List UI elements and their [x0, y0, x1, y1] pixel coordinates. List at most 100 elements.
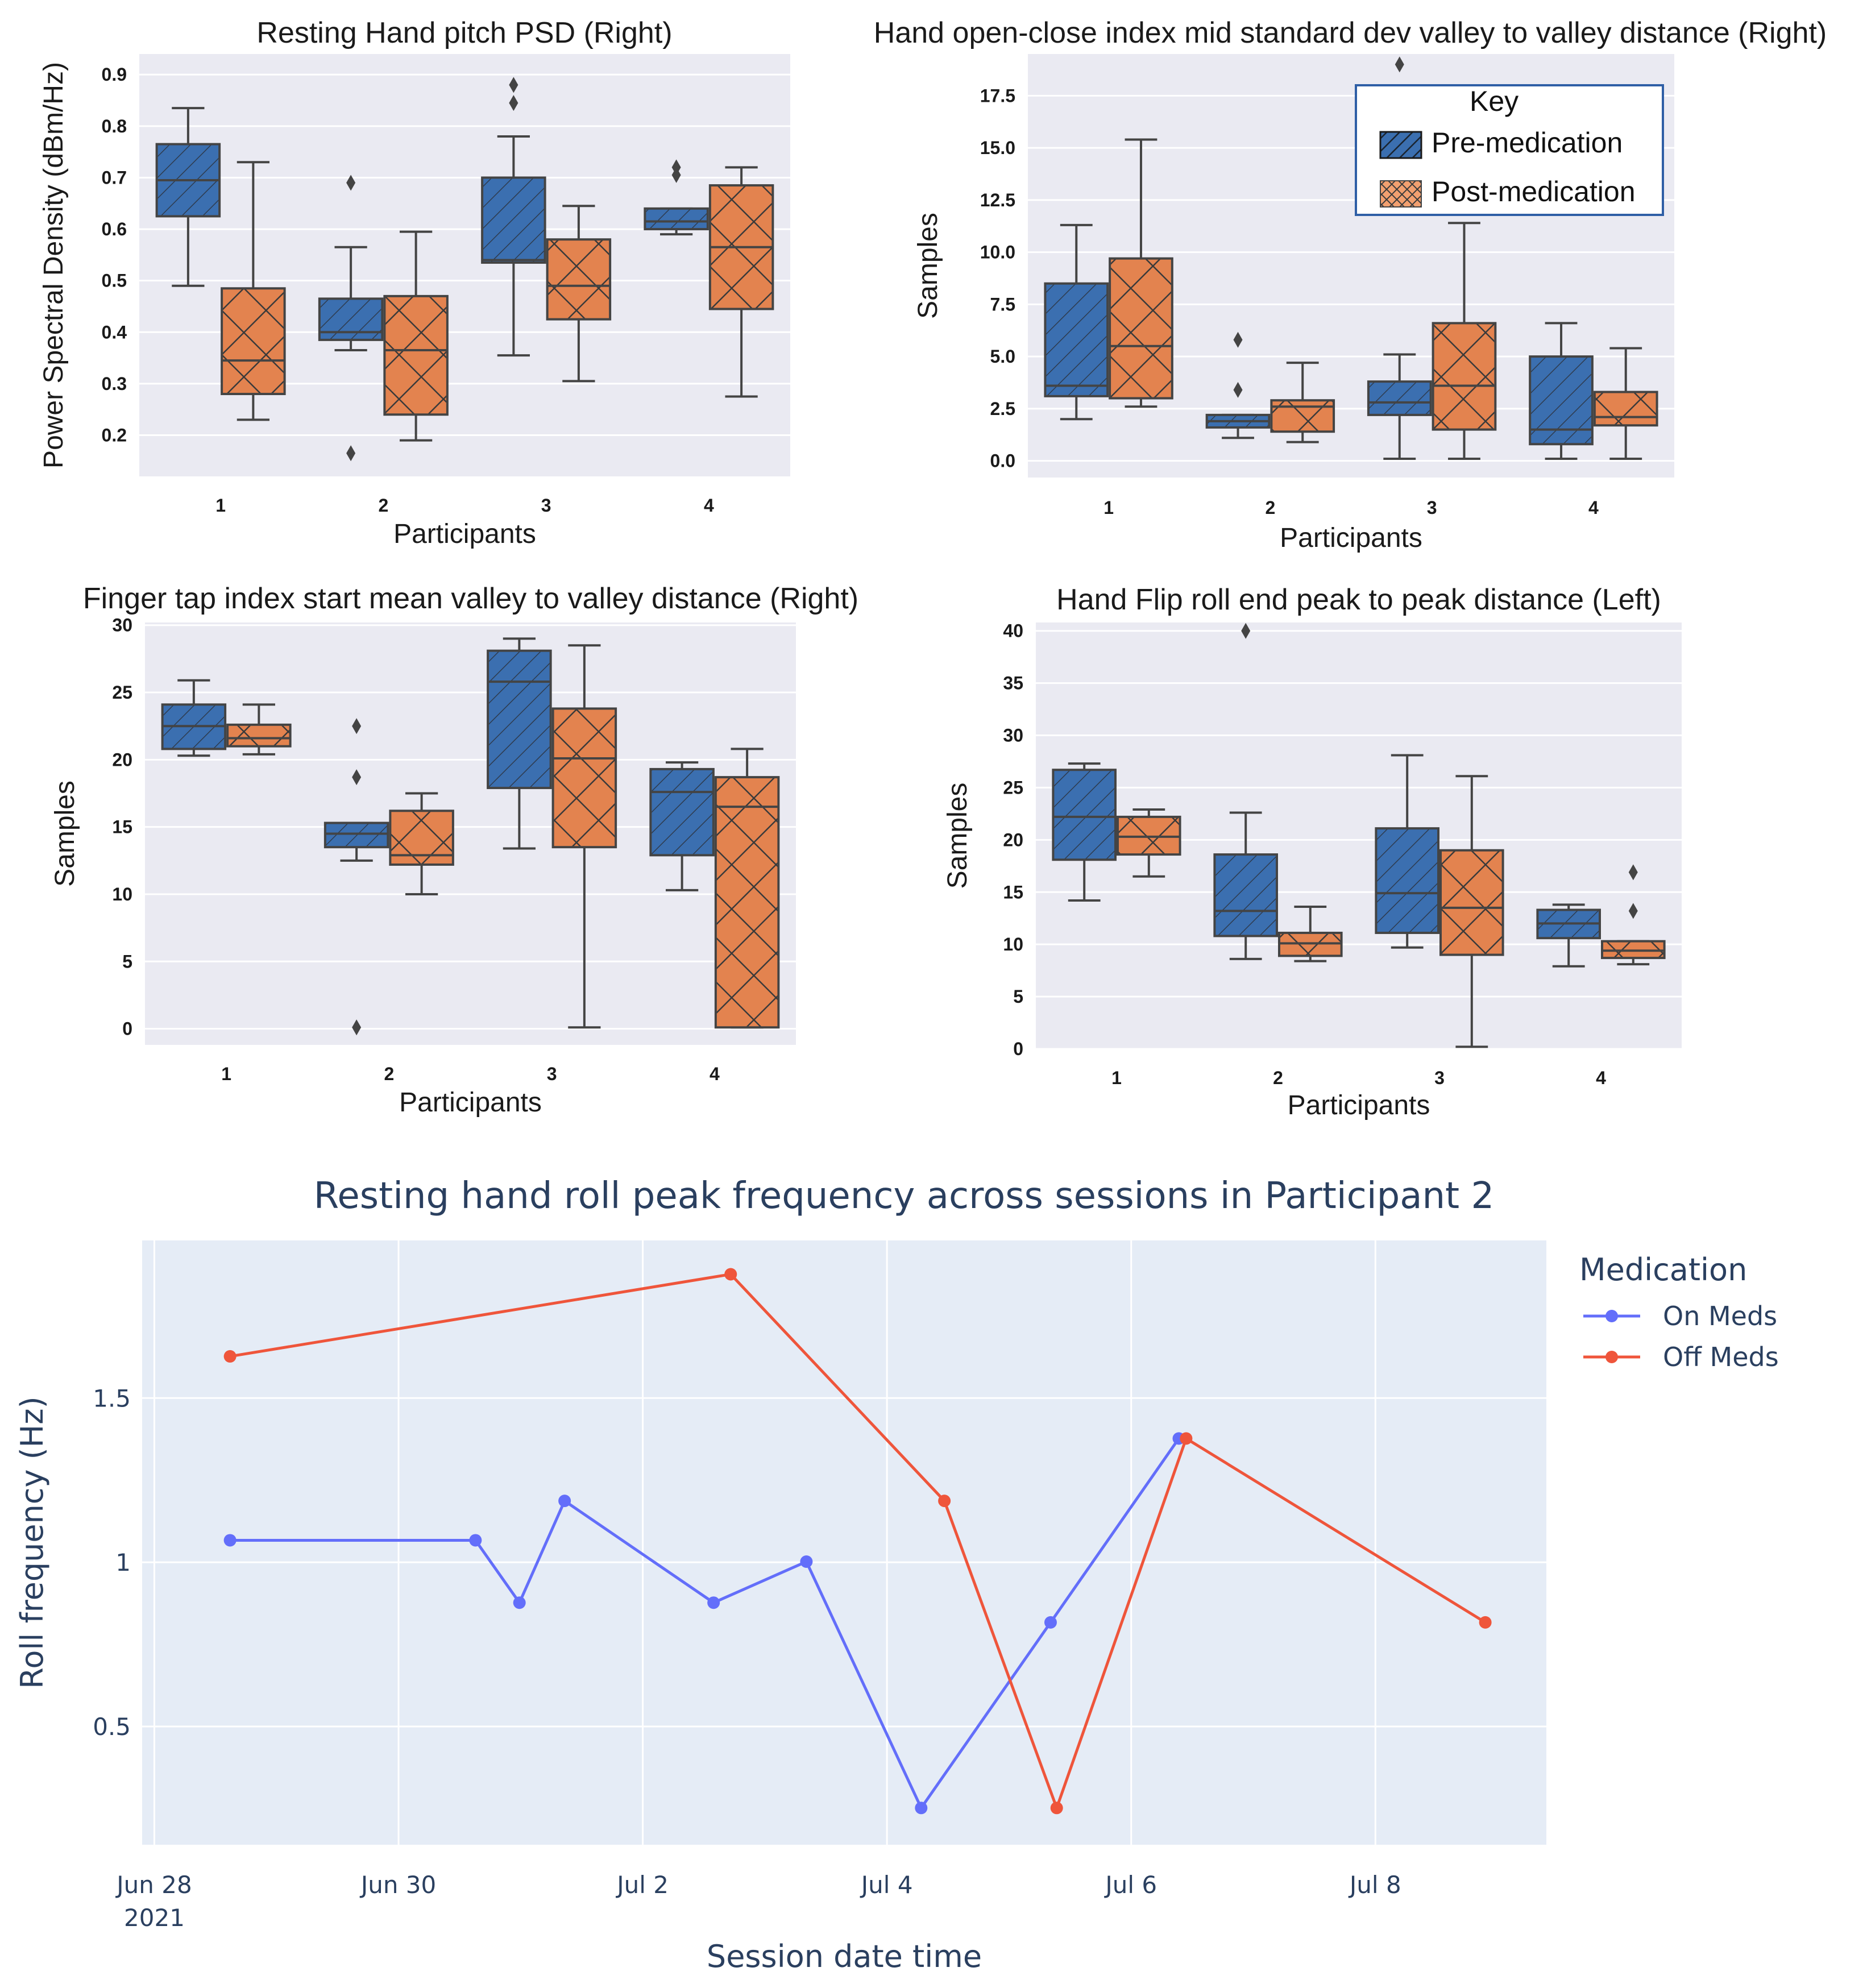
- box-post-participant-4: [714, 748, 780, 1029]
- data-point: [915, 1802, 928, 1815]
- x-tick-label: 1: [215, 495, 226, 516]
- y-tick-label: 2.5: [990, 399, 1015, 419]
- box-iqr: [323, 821, 389, 849]
- y-axis-label: Roll frequency (Hz): [14, 1396, 50, 1688]
- data-point: [1044, 1616, 1057, 1629]
- y-tick-label: 15: [1003, 882, 1023, 902]
- box-pre-participant-2: [1205, 331, 1271, 439]
- box-post-participant-3: [1439, 775, 1504, 1048]
- box-iqr: [1593, 391, 1658, 427]
- x-tick-label: 1: [1111, 1068, 1122, 1088]
- y-tick-label: 15.0: [980, 138, 1015, 158]
- box-post-participant-2: [389, 792, 454, 895]
- legend-label: Off Meds: [1663, 1342, 1779, 1372]
- y-tick-label: 0.7: [102, 167, 127, 188]
- box-iqr: [481, 176, 546, 264]
- y-tick-label: 35: [1003, 673, 1023, 694]
- y-tick-label: 10: [112, 884, 132, 904]
- box-post-participant-2: [1278, 906, 1343, 962]
- box-post-participant-3: [1432, 222, 1497, 460]
- chart-title: Hand open-close index mid standard dev v…: [874, 16, 1827, 49]
- x-tick-year-label: 2021: [124, 1904, 185, 1932]
- x-tick-label: 1: [1103, 497, 1114, 518]
- legend-title: Medication: [1579, 1252, 1747, 1288]
- data-point: [223, 1534, 237, 1547]
- y-tick-label: 25: [112, 682, 132, 703]
- box-post-participant-1: [226, 703, 292, 756]
- x-tick-label: Jul 4: [860, 1871, 913, 1899]
- box-iqr: [487, 649, 552, 790]
- y-axis-label: Samples: [50, 781, 80, 887]
- box-pre-participant-1: [155, 107, 221, 287]
- box-iqr: [1375, 827, 1439, 934]
- y-tick-label: 15: [112, 817, 132, 837]
- box-post-participant-4: [1593, 347, 1658, 460]
- outlier-point: [509, 77, 518, 93]
- box-post-participant-3: [546, 205, 612, 383]
- box-pre-participant-2: [323, 718, 389, 1036]
- y-tick-label: 1.5: [93, 1384, 131, 1412]
- y-tick-label: 0.3: [102, 373, 127, 394]
- box-post-participant-4: [708, 166, 774, 398]
- data-point: [513, 1596, 526, 1609]
- x-tick-label: 1: [221, 1064, 231, 1084]
- box-iqr: [1439, 849, 1504, 956]
- y-tick-label: 0.2: [102, 425, 127, 446]
- y-tick-label: 0.8: [102, 116, 127, 136]
- box-chart-1: 0.2 0.3 0.4 0.5 0.6 0.7 0.8 0.9 1 2 3 4 Resting Hand…: [39, 16, 790, 549]
- box-iqr: [649, 767, 715, 857]
- box-iqr: [1432, 322, 1497, 431]
- data-point: [938, 1495, 951, 1508]
- box-post-participant-2: [1270, 362, 1335, 443]
- outlier-point: [671, 167, 681, 183]
- chart-title: Hand Flip roll end peak to peak distance…: [1056, 583, 1661, 616]
- box-iqr: [1044, 282, 1109, 397]
- key-label-post: Post-medication: [1432, 176, 1636, 207]
- outlier-point: [1233, 331, 1243, 348]
- y-tick-label: 30: [112, 615, 132, 636]
- box-chart-3: 0 5 10 15 20 25 30 1 2 3 4 Finger tap index start m…: [50, 582, 858, 1118]
- y-axis-label: Power Spectral Density (dBm/Hz): [39, 62, 69, 468]
- series-line: [230, 1272, 1486, 1812]
- key-swatch-pre: [1379, 131, 1422, 159]
- y-tick-label: 20: [112, 749, 132, 770]
- outlier-point: [352, 1019, 362, 1036]
- data-point: [1479, 1616, 1492, 1629]
- y-tick-label: 1: [115, 1549, 131, 1576]
- series-off-meds: [223, 1268, 1492, 1815]
- box-iqr: [1529, 355, 1594, 446]
- box-post-participant-3: [551, 644, 617, 1029]
- data-point: [724, 1268, 737, 1281]
- box-iqr: [1367, 380, 1432, 416]
- box-iqr: [1270, 399, 1335, 433]
- box-post-participant-2: [383, 230, 449, 442]
- chart-title: Finger tap index start mean valley to va…: [83, 582, 858, 615]
- y-axis-label: Samples: [913, 213, 943, 319]
- outlier-point: [1628, 864, 1638, 881]
- box-iqr: [1213, 853, 1278, 937]
- box-post-participant-4: [1601, 864, 1666, 966]
- key-title: Key: [1470, 85, 1519, 117]
- legend-marker: [1605, 1310, 1618, 1322]
- x-tick-label: Jul 6: [1103, 1871, 1157, 1899]
- box-iqr: [226, 723, 292, 748]
- x-tick-label: 4: [704, 495, 714, 516]
- y-tick-label: 0: [1013, 1039, 1023, 1059]
- box-pre-participant-1: [1052, 762, 1117, 902]
- box-iqr: [221, 287, 286, 396]
- legend-marker: [1605, 1351, 1618, 1363]
- data-point: [707, 1596, 720, 1609]
- plot-background: [139, 54, 790, 476]
- outlier-point: [352, 718, 362, 734]
- box-pre-participant-4: [1536, 903, 1601, 968]
- line-legend: Medication On Meds Off Meds: [1579, 1252, 1779, 1372]
- x-tick-label: 3: [541, 495, 551, 516]
- box-post-participant-1: [1117, 808, 1181, 878]
- line-chart: Jun 28 Jun 30 Jul 2 Jul 4 Jul 6 Jul 8 2021 0.5 1…: [14, 1175, 1779, 1974]
- x-tick-label: 3: [547, 1064, 557, 1084]
- box-pre-participant-3: [1375, 754, 1439, 949]
- y-tick-label: 0.6: [102, 219, 127, 239]
- y-tick-label: 0.0: [990, 451, 1015, 471]
- y-tick-label: 0.4: [102, 322, 127, 342]
